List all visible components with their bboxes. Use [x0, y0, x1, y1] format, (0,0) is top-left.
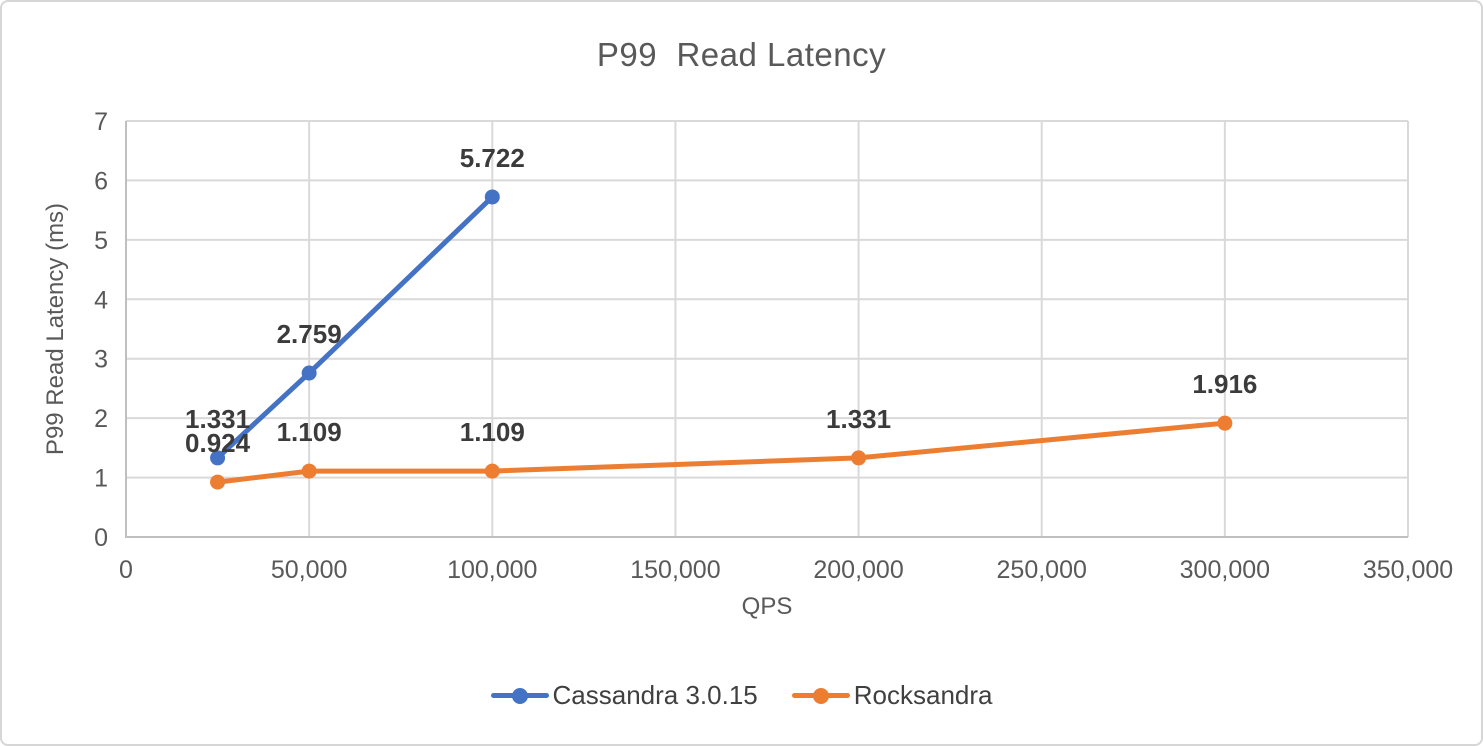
series-line-1 — [215, 420, 1228, 485]
y-tick-label: 2 — [94, 405, 108, 433]
legend-label-rocksandra: Rocksandra — [853, 680, 993, 710]
data-label-1: 1.331 — [826, 404, 891, 434]
legend: Cassandra 3.0.15 Rocksandra — [2, 680, 1481, 711]
x-tick-label: 100,000 — [447, 556, 537, 584]
y-tick-label: 4 — [94, 286, 108, 314]
y-tick-label: 0 — [94, 524, 108, 552]
data-point-marker-0 — [484, 189, 500, 205]
data-point-marker-0 — [210, 450, 226, 466]
data-label-0: 2.759 — [277, 319, 342, 349]
data-label-0: 1.331 — [185, 404, 250, 434]
x-tick-label: 50,000 — [271, 556, 347, 584]
data-point-marker-1 — [1217, 415, 1233, 431]
legend-line-swatch-rocksandra — [791, 687, 850, 704]
y-tick-label: 6 — [94, 167, 108, 195]
legend-item-rocksandra[interactable]: Rocksandra — [791, 680, 993, 711]
x-axis-title: QPS — [741, 593, 793, 620]
data-point-marker-1 — [301, 463, 317, 479]
legend-marker-dot-cassandra — [511, 687, 528, 704]
data-point-marker-1 — [851, 450, 867, 466]
chart-title: P99 Read Latency — [596, 36, 887, 73]
y-tick-label: 1 — [94, 465, 108, 493]
data-label-1: 1.109 — [460, 417, 525, 447]
x-tick-label: 350,000 — [1363, 556, 1453, 584]
y-tick-label: 5 — [94, 227, 108, 255]
x-tick-label: 300,000 — [1180, 556, 1270, 584]
data-point-marker-1 — [484, 463, 500, 479]
y-axis-title: P99 Read Latency (ms) — [42, 202, 69, 456]
data-label-1: 1.916 — [1192, 369, 1257, 399]
data-point-marker-0 — [301, 365, 317, 381]
x-tick-label: 0 — [119, 556, 133, 584]
data-label-1: 1.109 — [277, 417, 342, 447]
data-label-0: 5.722 — [460, 143, 525, 173]
y-tick-label: 7 — [94, 108, 108, 136]
legend-marker-dot-rocksandra — [812, 687, 829, 704]
x-tick-label: 200,000 — [813, 556, 903, 584]
x-tick-label: 250,000 — [997, 556, 1087, 584]
data-point-marker-1 — [210, 474, 226, 490]
legend-label-cassandra: Cassandra 3.0.15 — [552, 680, 758, 710]
legend-line-swatch-cassandra — [490, 687, 549, 704]
data-label-1: 0.924 — [185, 428, 251, 458]
y-tick-label: 3 — [94, 346, 108, 374]
legend-item-cassandra[interactable]: Cassandra 3.0.15 — [490, 680, 758, 711]
x-tick-label: 150,000 — [630, 556, 720, 584]
